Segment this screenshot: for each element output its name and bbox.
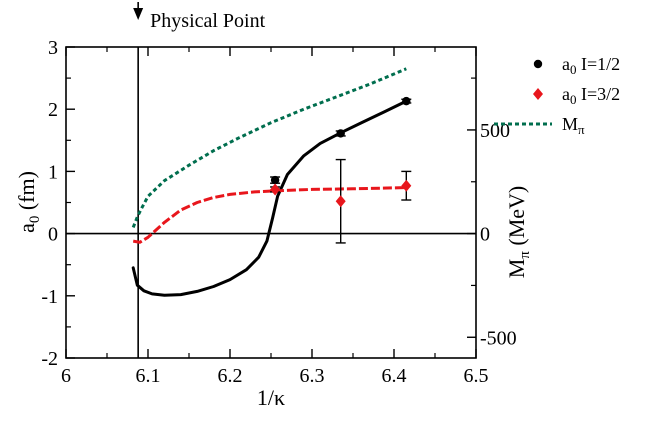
data-point-i-half: [402, 96, 411, 106]
y-left-tick-label: 2: [48, 99, 58, 121]
legend-marker-i-three-half: [533, 88, 543, 100]
data-point-i-three-half: [270, 183, 281, 196]
y-left-tick-label: 1: [48, 161, 58, 183]
data-point-i-half: [336, 129, 345, 138]
y-axis-right-title: Mπ (MeV): [504, 186, 533, 279]
legend-label: a0 I=3/2: [562, 84, 620, 107]
legend: a0 I=1/2 a0 I=3/2 Mπ: [494, 54, 620, 137]
fit-curve-i-three-half: [132, 186, 407, 244]
legend-label: a0 I=1/2: [562, 54, 620, 77]
fit-curves: [131, 67, 408, 297]
plot-frame: [65, 46, 477, 359]
physical-point-label: Physical Point: [150, 10, 265, 32]
data-points: [270, 96, 412, 244]
data-point-i-three-half: [335, 195, 346, 208]
x-tick-label: 6.4: [382, 365, 407, 387]
y-left-tick-label: -1: [41, 286, 58, 308]
fit-curve-mpi: [131, 67, 407, 228]
x-tick-label: 6.5: [464, 365, 489, 387]
x-tick-label: 6.2: [218, 365, 243, 387]
y-axis-left-title: a0 (fm): [14, 171, 43, 233]
y-right-tick-label: 0: [480, 224, 490, 246]
data-point-i-three-half: [401, 179, 412, 192]
y-left-tick-label: 0: [48, 224, 58, 246]
y-left-tick-label: 3: [48, 37, 58, 59]
x-axis-title: 1/κ: [257, 385, 285, 410]
x-tick-label: 6: [61, 365, 71, 387]
x-tick-label: 6.1: [136, 365, 161, 387]
y-right-tick-label: -500: [480, 327, 517, 349]
y-axis-left: -2 -1 0 1 2 3: [41, 37, 75, 370]
legend-label: Mπ: [562, 114, 585, 137]
y-left-tick-label: -2: [41, 348, 58, 370]
fit-curve-i-half: [131, 99, 408, 297]
physical-point-arrow-head: [133, 8, 144, 20]
x-axis: 6 6.1 6.2 6.3 6.4 6.5: [61, 47, 489, 387]
data-point-i-half: [270, 175, 280, 185]
annotation-physical-point: Physical Point: [133, 2, 266, 358]
legend-marker-i-half: [533, 59, 543, 69]
x-tick-label: 6.3: [300, 365, 325, 387]
